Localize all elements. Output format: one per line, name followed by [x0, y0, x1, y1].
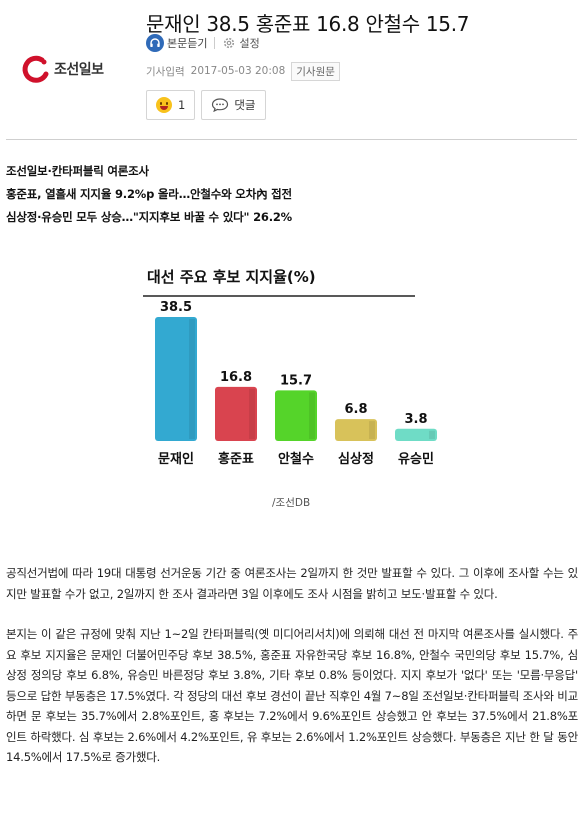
chosun-logo-icon [22, 55, 49, 83]
article-body: 공직선거법에 따라 19대 대통령 선거운동 기간 중 여론조사는 2일까지 한… [6, 563, 578, 788]
summary-line: 홍준표, 열흘새 지지율 9.2%p 올라…안철수와 오차內 접전 [6, 187, 292, 201]
date-label: 기사입력 [146, 65, 185, 78]
chart-bar-shade-1 [189, 319, 195, 439]
speech-bubble-icon [212, 98, 229, 112]
article-title: 문재인 38.5 홍준표 16.8 안철수 15.7 [146, 12, 470, 36]
chart-bar-5 [395, 428, 437, 441]
chart-category-label-5: 유승민 [398, 451, 434, 467]
chart-title: 대선 주요 후보 지지율(%) [147, 268, 316, 286]
body-paragraph: 본지는 이 같은 규정에 맞춰 지난 1~2일 칸타퍼블릭(옛 미디어리서치)에… [6, 627, 578, 764]
chart-bar-1 [155, 317, 197, 441]
gear-icon [224, 37, 235, 49]
image-credit: /조선DB [272, 497, 311, 509]
smile-emoji-icon [156, 97, 172, 113]
chart-data-label-4: 6.8 [344, 402, 367, 417]
chart-bar-4 [335, 419, 377, 441]
chart-data-label-3: 15.7 [280, 373, 312, 388]
headphones-icon [146, 34, 164, 52]
publish-date: 2017-05-03 20:08 [190, 65, 286, 77]
comment-button[interactable]: 댓글 [201, 90, 266, 120]
summary-line: 심상정·유승민 모두 상승…"지지후보 바꿀 수 있다" 26.2% [6, 210, 292, 224]
util-divider [214, 37, 216, 49]
chart-bar-2 [215, 386, 257, 441]
listen-label: 본문듣기 [167, 37, 208, 50]
chart-bar-shade-2 [249, 388, 255, 439]
original-article-link[interactable]: 기사원문 [291, 61, 340, 81]
chart-bar-shade-5 [429, 430, 435, 439]
summary-line: 조선일보·칸타퍼블릭 여론조사 [6, 164, 149, 178]
header-divider [6, 139, 577, 140]
chart-category-label-3: 안철수 [278, 451, 314, 467]
press-logo[interactable]: 조선일보 [20, 54, 130, 84]
poll-chart: 대선 주요 후보 지지율(%) 38.5 문재인 16.8 홍준표 15.7 안철수 6.8… [143, 258, 443, 498]
chart-category-label-2: 홍준표 [218, 451, 254, 467]
chart-bar-shade-3 [309, 392, 315, 439]
article-meta: 기사입력 2017-05-03 20:08 기사원문 [146, 61, 340, 81]
chart-data-label-1: 38.5 [160, 300, 192, 315]
article-utilities: 본문듣기 설정 [146, 34, 260, 52]
settings-label: 설정 [239, 37, 260, 50]
chart-category-label-4: 심상정 [338, 451, 374, 467]
article-summary: 조선일보·칸타퍼블릭 여론조사 홍준표, 열흘새 지지율 9.2%p 올라…안철… [6, 160, 292, 229]
reaction-button[interactable]: 1 [146, 90, 196, 120]
article-header: 조선일보 문재인 38.5 홍준표 16.8 안철수 15.7 본문듣기 설정 … [0, 0, 583, 140]
poll-chart-svg: 대선 주요 후보 지지율(%) 38.5 문재인 16.8 홍준표 15.7 안철수 6.8… [143, 268, 437, 467]
press-name: 조선일보 [54, 62, 104, 78]
chart-bar-3 [275, 390, 317, 441]
reaction-bar: 1 댓글 [146, 90, 266, 120]
comment-label: 댓글 [234, 98, 256, 112]
chart-data-label-5: 3.8 [404, 412, 427, 427]
chart-category-label-1: 문재인 [158, 451, 194, 467]
chart-data-label-2: 16.8 [220, 370, 252, 385]
reaction-count: 1 [178, 98, 186, 112]
listen-button[interactable]: 본문듣기 [146, 34, 207, 52]
body-paragraph: 공직선거법에 따라 19대 대통령 선거운동 기간 중 여론조사는 2일까지 한… [6, 566, 578, 601]
settings-button[interactable]: 설정 [222, 35, 260, 51]
chart-bar-shade-4 [369, 421, 375, 439]
